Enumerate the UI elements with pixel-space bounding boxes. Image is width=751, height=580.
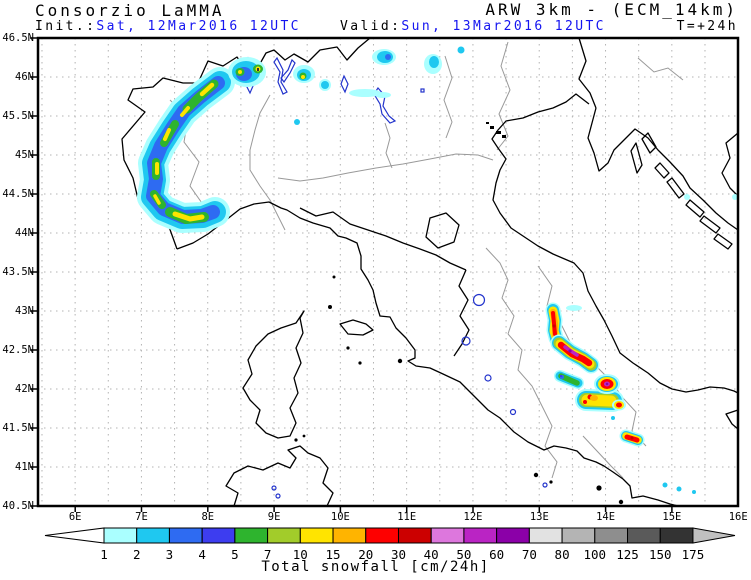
- colorbar-cell: [267, 527, 301, 544]
- init-value: Sat, 12Mar2016 12UTC: [96, 19, 301, 34]
- brand-title: Consorzio LaMMA: [35, 1, 225, 20]
- colorbar-tick-label: 30: [391, 547, 406, 562]
- lat-tick-label: 44.5N: [2, 188, 34, 200]
- lakes: [243, 56, 548, 499]
- colorbar-tick-label: 1: [100, 547, 108, 562]
- lon-tick-label: 11E: [397, 511, 417, 523]
- valid-value: Sun, 13Mar2016 12UTC: [401, 19, 606, 34]
- colorbar-cell: [594, 527, 629, 544]
- colorbar-right-arrow: [692, 527, 736, 544]
- colorbar-cell: [561, 527, 596, 544]
- lat-tick-label: 41N: [15, 461, 34, 473]
- valid-line: Valid:Sun, 13Mar2016 12UTC: [340, 19, 606, 34]
- colorbar-cell: [397, 527, 432, 544]
- lon-tick-label: 6E: [68, 511, 82, 523]
- colorbar-cell: [430, 527, 465, 544]
- colorbar-cell: [201, 527, 236, 544]
- colorbar-cell: [234, 527, 269, 544]
- colorbar-tick-label: 4: [198, 547, 206, 562]
- model-title: ARW 3km - (ECM_14km): [485, 0, 738, 19]
- lat-tick-label: 46.5N: [2, 32, 34, 44]
- valid-label: Valid:: [340, 19, 402, 34]
- minor-admin-borders: [169, 41, 684, 479]
- colorbar-tick-label: 175: [682, 547, 705, 562]
- lat-tick-label: 40.5N: [2, 500, 34, 512]
- colorbar-tick-label: 125: [616, 547, 639, 562]
- colorbar-tick-label: 5: [231, 547, 239, 562]
- map-frame: [36, 36, 740, 508]
- colorbar-cell: [659, 527, 694, 544]
- lon-tick-label: 9E: [267, 511, 281, 523]
- colorbar-tick-label: 80: [555, 547, 570, 562]
- colorbar-tick-label: 70: [522, 547, 537, 562]
- lon-tick-label: 7E: [135, 511, 148, 523]
- colorbar-cell: [103, 527, 138, 544]
- init-line: Init.:Sat, 12Mar2016 12UTC: [35, 19, 301, 34]
- colorbar-cell: [365, 527, 399, 544]
- colorbar-cell: [496, 527, 530, 544]
- snowfall-western-alps: [137, 67, 235, 233]
- colorbar-tick-label: 7: [264, 547, 272, 562]
- colorbar-tick-label: 15: [326, 547, 341, 562]
- snowfall-alpine-patches: [228, 46, 582, 311]
- colorbar-tick-label: 20: [358, 547, 373, 562]
- colorbar-cell: [463, 527, 498, 544]
- colorbar-tick-label: 50: [456, 547, 471, 562]
- map-canvas: [30, 36, 740, 512]
- colorbar-cell: [299, 527, 334, 544]
- lat-tick-label: 43N: [15, 305, 34, 317]
- colorbar: 1 2 3 4 5 7 10 15 20 30 40 50 60 70 80 100 125 150 175: [44, 527, 736, 562]
- map-area: [30, 36, 740, 512]
- snowfall-apennines: [545, 302, 645, 447]
- colorbar-left-arrow: [44, 527, 105, 544]
- colorbar-tick-label: 150: [649, 547, 672, 562]
- lat-tick-label: 42N: [15, 383, 34, 395]
- lon-tick-label: 14E: [596, 511, 616, 523]
- lon-tick-label: 8E: [201, 511, 215, 523]
- colorbar-cell: [627, 527, 661, 544]
- snowfall-apennines-cores: [552, 194, 738, 494]
- colorbar-cell: [332, 527, 367, 544]
- lon-tick-label: 10E: [330, 511, 350, 523]
- colorbar-cell: [528, 527, 563, 544]
- colorbar-title: Total snowfall [cm/24h]: [261, 559, 490, 575]
- coastline: [121, 37, 739, 507]
- lat-tick-label: 45N: [15, 149, 34, 161]
- small-islands: [294, 122, 624, 505]
- axis-ticks: [30, 37, 673, 512]
- colorbar-cell: [168, 527, 203, 544]
- lon-tick-label: 15E: [662, 511, 682, 523]
- lon-tick-label: 16E: [728, 511, 748, 523]
- colorbar-tick-label: 3: [166, 547, 174, 562]
- lat-tick-label: 43.5N: [2, 266, 34, 278]
- lat-tick-label: 46N: [15, 71, 34, 83]
- lat-tick-label: 42.5N: [2, 344, 34, 356]
- lat-tick-label: 41.5N: [2, 422, 34, 434]
- colorbar-cell: [136, 527, 170, 544]
- lat-tick-label: 45.5N: [2, 110, 34, 122]
- lon-tick-label: 12E: [463, 511, 483, 523]
- lat-tick-label: 44N: [15, 227, 34, 239]
- colorbar-tick-label: 100: [584, 547, 607, 562]
- colorbar-tick-label: 60: [489, 547, 504, 562]
- init-label: Init.:: [35, 19, 97, 34]
- lon-tick-label: 13E: [529, 511, 549, 523]
- colorbar-tick-label: 40: [424, 547, 439, 562]
- islands: [225, 132, 733, 507]
- colorbar-tick-label: 2: [133, 547, 141, 562]
- lead-time: T=+24h: [676, 19, 738, 34]
- colorbar-tick-label: 10: [293, 547, 308, 562]
